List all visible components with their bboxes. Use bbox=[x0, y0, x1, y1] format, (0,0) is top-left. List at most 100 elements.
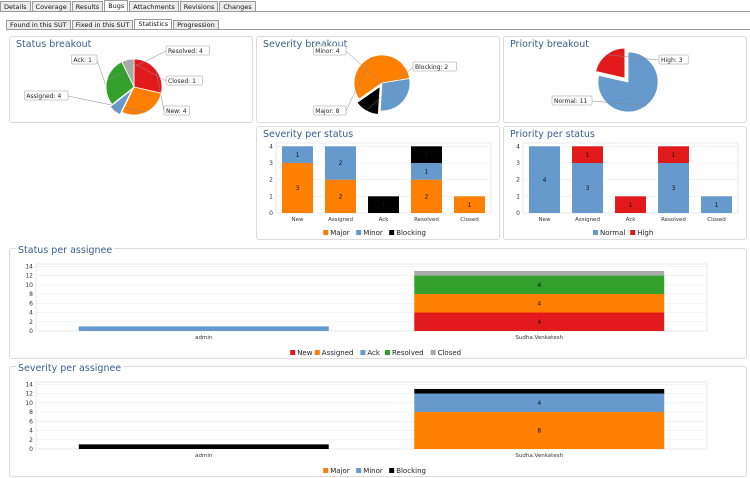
pie-leader-line bbox=[127, 59, 167, 82]
x-tick-label: Sudha.Venkatesh bbox=[515, 335, 563, 341]
pie-label-normal: Normal: 11 bbox=[554, 98, 587, 105]
y-tick-label: 12 bbox=[25, 391, 33, 398]
pie-slice-high bbox=[595, 47, 626, 79]
sub-tabbar: Found in this SUT Fixed in this SUT Statis… bbox=[6, 19, 220, 30]
x-tick-label: New bbox=[539, 217, 551, 223]
pie-leader-line bbox=[345, 50, 403, 102]
pie-leader-line bbox=[366, 66, 414, 112]
bar-value-label: 1 bbox=[382, 202, 386, 209]
y-tick-label: 8 bbox=[29, 291, 33, 298]
legend-label-normal: Normal bbox=[600, 229, 625, 237]
y-tick-label: 0 bbox=[29, 446, 33, 453]
tab-changes[interactable]: Changes bbox=[219, 1, 256, 12]
bar-normal-new bbox=[529, 146, 560, 213]
y-tick-label: 0 bbox=[269, 210, 273, 217]
y-tick-label: 3 bbox=[516, 160, 520, 167]
y-tick-label: 1 bbox=[516, 193, 520, 200]
severity-breakout-title: Severity breakout bbox=[263, 39, 348, 50]
y-tick-label: 6 bbox=[29, 418, 33, 425]
pie-label-resolved: Resolved: 4 bbox=[168, 48, 203, 55]
status-per-assignee-chart: 0 2 4 6 8 10 12 14 admin 4 4 4 Sudha.Venkatesh New Ass… bbox=[25, 263, 708, 357]
pie-label-box bbox=[412, 61, 457, 72]
bar-high-resolved bbox=[658, 146, 689, 163]
pie-label-box bbox=[24, 90, 69, 101]
status-breakout-title: Status breakout bbox=[16, 39, 92, 50]
bar-minor-assigned bbox=[325, 146, 356, 180]
tab-bugs[interactable]: Bugs bbox=[104, 0, 129, 12]
pie-label-box bbox=[658, 54, 689, 65]
legend-label-major: Major bbox=[330, 467, 350, 475]
severity-per-status-title: Severity per status bbox=[263, 129, 354, 140]
severity-per-status-panel: Severity per status 0 1 2 3 4 3 1 New 2 2 Assigned… bbox=[256, 126, 500, 240]
y-tick-label: 14 bbox=[25, 263, 33, 270]
pie-label-box bbox=[71, 54, 98, 65]
subtab-fixed-in-this-sut[interactable]: Fixed in this SUT bbox=[71, 20, 134, 30]
pie-label-box bbox=[551, 95, 593, 106]
bar-blocking-sudha-venkatesh bbox=[414, 388, 665, 394]
legend-label-closed: Closed bbox=[438, 349, 462, 357]
y-tick-label: 4 bbox=[269, 143, 273, 150]
tab-coverage[interactable]: Coverage bbox=[31, 1, 71, 12]
tab-revisions[interactable]: Revisions bbox=[179, 1, 219, 12]
tab-attachments[interactable]: Attachments bbox=[129, 1, 179, 12]
priority-breakout-panel: Priority breakout Normal: 11 High: 3 bbox=[503, 36, 747, 123]
legend-swatch-major bbox=[323, 468, 329, 473]
priority-per-status-panel: Priority per status 0 1 2 3 4 4 New 3 1 Assigned 1… bbox=[503, 126, 747, 240]
legend-label-assigned: Assigned bbox=[322, 349, 354, 357]
tab-results[interactable]: Results bbox=[71, 1, 104, 12]
bar-value-label: 4 bbox=[537, 300, 541, 307]
bar-value-label: 1 bbox=[468, 202, 472, 209]
legend-label-major: Major bbox=[330, 229, 350, 237]
tab-details[interactable]: Details bbox=[0, 1, 31, 12]
status-per-assignee-panel: Status per assignee 0 2 4 6 8 10 12 14 admin 4 4 4 S… bbox=[9, 245, 747, 359]
severity-per-assignee-title: Severity per assignee bbox=[16, 363, 124, 374]
y-tick-label: 14 bbox=[25, 381, 33, 388]
bar-value-label: 1 bbox=[425, 169, 429, 176]
bar-value-label: 3 bbox=[672, 185, 676, 192]
legend-label-new: New bbox=[297, 349, 313, 357]
x-tick-label: admin bbox=[195, 335, 213, 341]
legend-swatch-blocking bbox=[389, 468, 395, 473]
bar-high-ack bbox=[615, 196, 646, 213]
subtab-progression[interactable]: Progression bbox=[173, 20, 219, 30]
bar-value-label: 1 bbox=[296, 152, 300, 159]
bar-major-assigned bbox=[325, 179, 356, 213]
y-tick-label: 0 bbox=[29, 328, 33, 335]
legend-swatch-minor bbox=[356, 468, 362, 473]
subtab-found-in-this-sut[interactable]: Found in this SUT bbox=[6, 20, 71, 30]
legend-swatch-normal bbox=[593, 230, 598, 235]
pie-slice-ack bbox=[109, 89, 133, 116]
pie-label-box bbox=[165, 45, 210, 56]
bar-value-label: 8 bbox=[537, 428, 541, 435]
bar-value-label: 4 bbox=[537, 282, 541, 289]
bar-blocking-admin bbox=[78, 444, 329, 449]
bar-major-new bbox=[282, 163, 313, 213]
pie-label-box bbox=[163, 105, 190, 116]
bar-value-label: 4 bbox=[537, 400, 541, 407]
legend-label-ack: Ack bbox=[367, 349, 381, 357]
priority-breakout-chart: Normal: 11 High: 3 bbox=[551, 47, 689, 113]
pie-label-high: High: 3 bbox=[661, 57, 683, 64]
bar-value-label: 2 bbox=[425, 194, 429, 201]
severity-breakout-chart: Major: 8 Minor: 4 Blocking: 2 bbox=[312, 45, 457, 116]
bar-major-closed bbox=[454, 196, 485, 213]
y-tick-label: 4 bbox=[516, 143, 520, 150]
x-tick-label: Resolved bbox=[414, 217, 439, 223]
bar-normal-resolved bbox=[658, 163, 689, 213]
bar-resolved-sudha-venkatesh bbox=[414, 275, 665, 295]
subtabbar-divider bbox=[6, 29, 750, 30]
bar-value-label: 3 bbox=[296, 185, 300, 192]
bar-value-label: 2 bbox=[339, 194, 343, 201]
bar-minor-resolved bbox=[411, 163, 442, 180]
bar-value-label: 4 bbox=[543, 177, 547, 184]
subtab-statistics[interactable]: Statistics bbox=[134, 19, 173, 30]
x-tick-label: admin bbox=[195, 453, 213, 459]
bar-value-label: 3 bbox=[586, 185, 590, 192]
main-tabbar: Details Coverage Results Bugs Attachments Rev… bbox=[0, 0, 257, 12]
pie-leader-line bbox=[155, 69, 165, 112]
y-tick-label: 3 bbox=[269, 160, 273, 167]
legend-swatch-assigned bbox=[314, 350, 320, 355]
bar-value-label: 1 bbox=[586, 152, 590, 159]
bar-value-label: 4 bbox=[537, 319, 541, 326]
pie-label-ack: Ack: 1 bbox=[73, 57, 92, 64]
